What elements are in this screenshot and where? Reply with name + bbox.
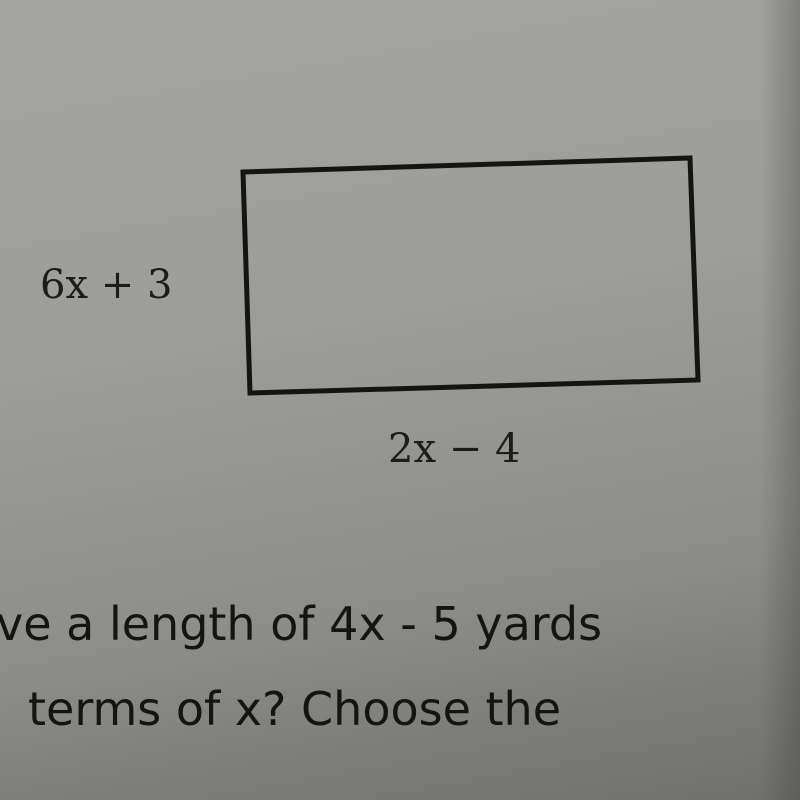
question-line: terms of x? Choose the: [28, 682, 561, 736]
bottom-label: 2x − 4: [388, 426, 520, 472]
question-line: ve a length of 4x - 5 yards: [0, 597, 602, 651]
side-label: 6x + 3: [40, 262, 172, 308]
page-shadow: [760, 0, 800, 800]
rectangle: [240, 155, 701, 396]
